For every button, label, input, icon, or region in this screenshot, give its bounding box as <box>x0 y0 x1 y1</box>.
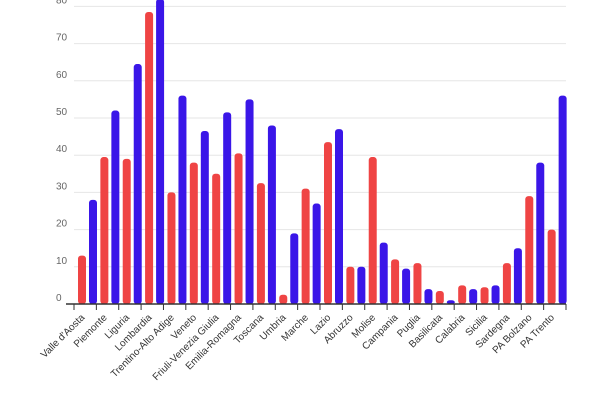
bar-a-8 <box>256 183 265 304</box>
y-tick-label-60: 60 <box>56 70 68 81</box>
bar-a-17 <box>458 285 467 304</box>
bar-b-8 <box>267 125 276 304</box>
y-tick-label-70: 70 <box>56 33 68 44</box>
bar-b-18 <box>491 285 500 304</box>
bar-b-16 <box>446 300 455 304</box>
bar-a-18 <box>480 287 489 304</box>
bar-b-1 <box>111 110 120 304</box>
bar-b-19 <box>513 248 522 304</box>
bar-b-6 <box>223 112 232 304</box>
bar-b-7 <box>245 99 254 305</box>
bar-a-12 <box>346 266 355 304</box>
bar-b-0 <box>89 199 97 304</box>
bar-a-20 <box>525 196 534 304</box>
y-tick-label-20: 20 <box>56 219 68 230</box>
bar-b-3 <box>156 0 165 304</box>
bar-a-21 <box>547 229 556 304</box>
bar-b-21 <box>558 95 567 305</box>
bar-a-0 <box>78 255 86 304</box>
y-tick-label-10: 10 <box>56 256 68 267</box>
bar-b-13 <box>379 242 388 304</box>
gridlines <box>74 5 566 268</box>
y-tick-label-80: 80 <box>56 0 68 6</box>
bar-b-17 <box>469 289 478 304</box>
bar-b-10 <box>312 203 321 304</box>
bar-b-11 <box>335 129 343 304</box>
bar-a-3 <box>145 11 154 304</box>
bar-a-5 <box>189 162 198 304</box>
bar-a-1 <box>100 157 109 304</box>
bar-a-15 <box>413 263 422 304</box>
bar-b-9 <box>290 233 299 304</box>
bars <box>78 0 567 305</box>
bar-a-11 <box>324 142 332 304</box>
x-axis-labels: Valle d'AostaPiemonteLiguriaLombardiaTre… <box>39 312 557 383</box>
bar-b-4 <box>178 95 187 305</box>
bar-a-6 <box>212 173 221 304</box>
bar-a-2 <box>122 158 131 304</box>
y-tick-label-30: 30 <box>56 181 68 192</box>
y-tick-label-40: 40 <box>56 144 68 155</box>
y-axis-ticks: 0 10 20 30 40 50 60 70 80 <box>56 0 68 304</box>
bar-a-14 <box>391 259 400 304</box>
bar-a-13 <box>368 157 377 304</box>
bar-a-7 <box>234 153 243 304</box>
bar-a-19 <box>502 263 511 304</box>
x-axis <box>66 303 567 310</box>
bar-b-20 <box>536 162 545 304</box>
bar-b-2 <box>133 64 142 304</box>
bar-b-5 <box>200 131 209 304</box>
y-tick-label-0: 0 <box>56 293 62 304</box>
bar-b-14 <box>402 268 411 304</box>
bar-a-4 <box>167 192 176 304</box>
bar-a-9 <box>279 294 288 304</box>
bar-b-15 <box>424 289 433 304</box>
bar-a-10 <box>301 188 310 304</box>
y-tick-label-50: 50 <box>56 107 68 118</box>
bar-a-16 <box>435 290 444 304</box>
bar-b-12 <box>357 266 366 304</box>
